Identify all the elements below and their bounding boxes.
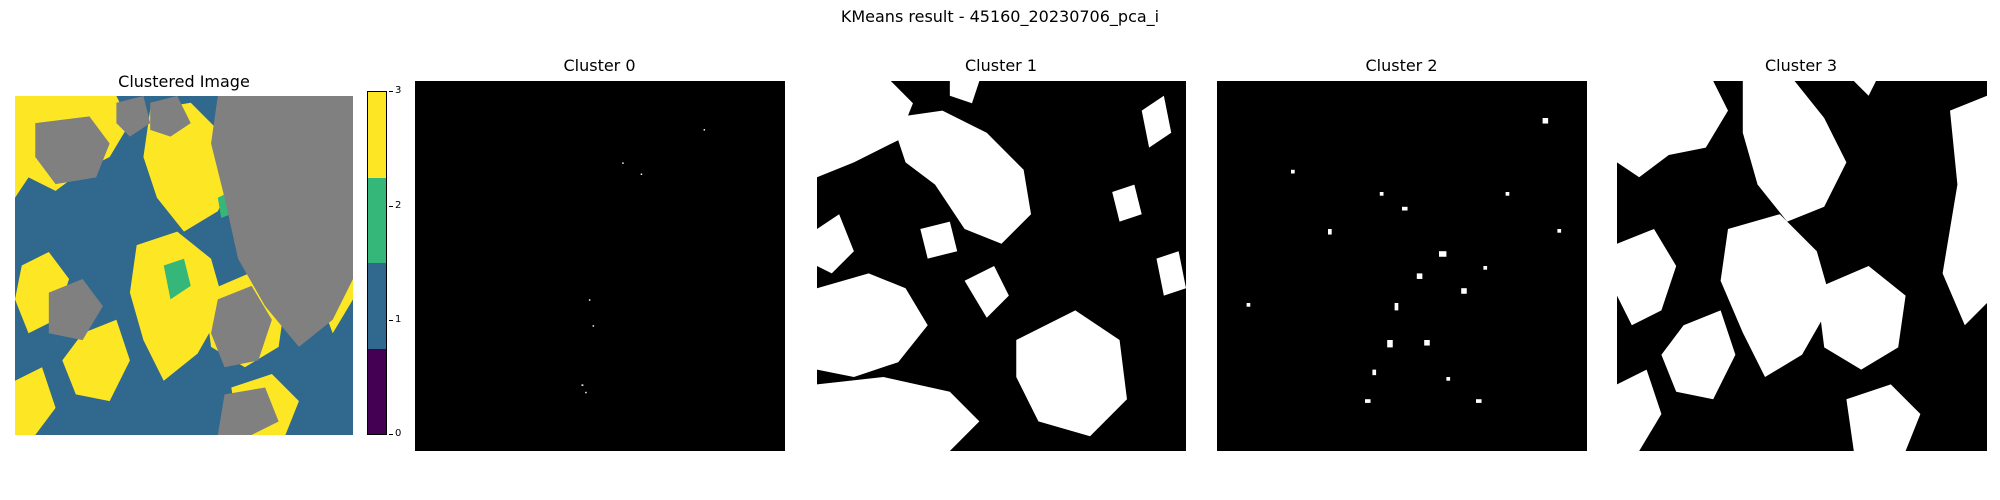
colorbar-tick-0: 0 xyxy=(395,428,402,439)
panel-title-cluster-1: Cluster 1 xyxy=(964,56,1038,75)
panel-title-cluster-2: Cluster 2 xyxy=(1365,56,1438,75)
panel-title-cluster-3: Cluster 3 xyxy=(1764,56,1838,75)
cluster-2-mask xyxy=(1217,81,1587,451)
colorbar-tick-3: 3 xyxy=(395,85,402,96)
colorbar-segment-1 xyxy=(368,263,386,349)
colorbar-segment-3 xyxy=(368,92,386,178)
colorbar-tick-2: 2 xyxy=(395,200,402,211)
cluster-0-mask xyxy=(415,81,785,451)
panel-title-cluster-0: Cluster 0 xyxy=(563,56,636,75)
colorbar-segment-0 xyxy=(368,348,386,434)
cluster-3-mask xyxy=(1617,81,1987,451)
cluster-1-mask xyxy=(817,81,1186,451)
colorbar-tick-1: 1 xyxy=(395,314,402,325)
figure-title: KMeans result - 45160_20230706_pca_i xyxy=(840,7,1160,26)
panel-title-clustered-image: Clustered Image xyxy=(118,72,250,91)
clustered-image xyxy=(15,96,353,435)
colorbar-segment-2 xyxy=(368,177,386,263)
colorbar xyxy=(367,91,387,435)
